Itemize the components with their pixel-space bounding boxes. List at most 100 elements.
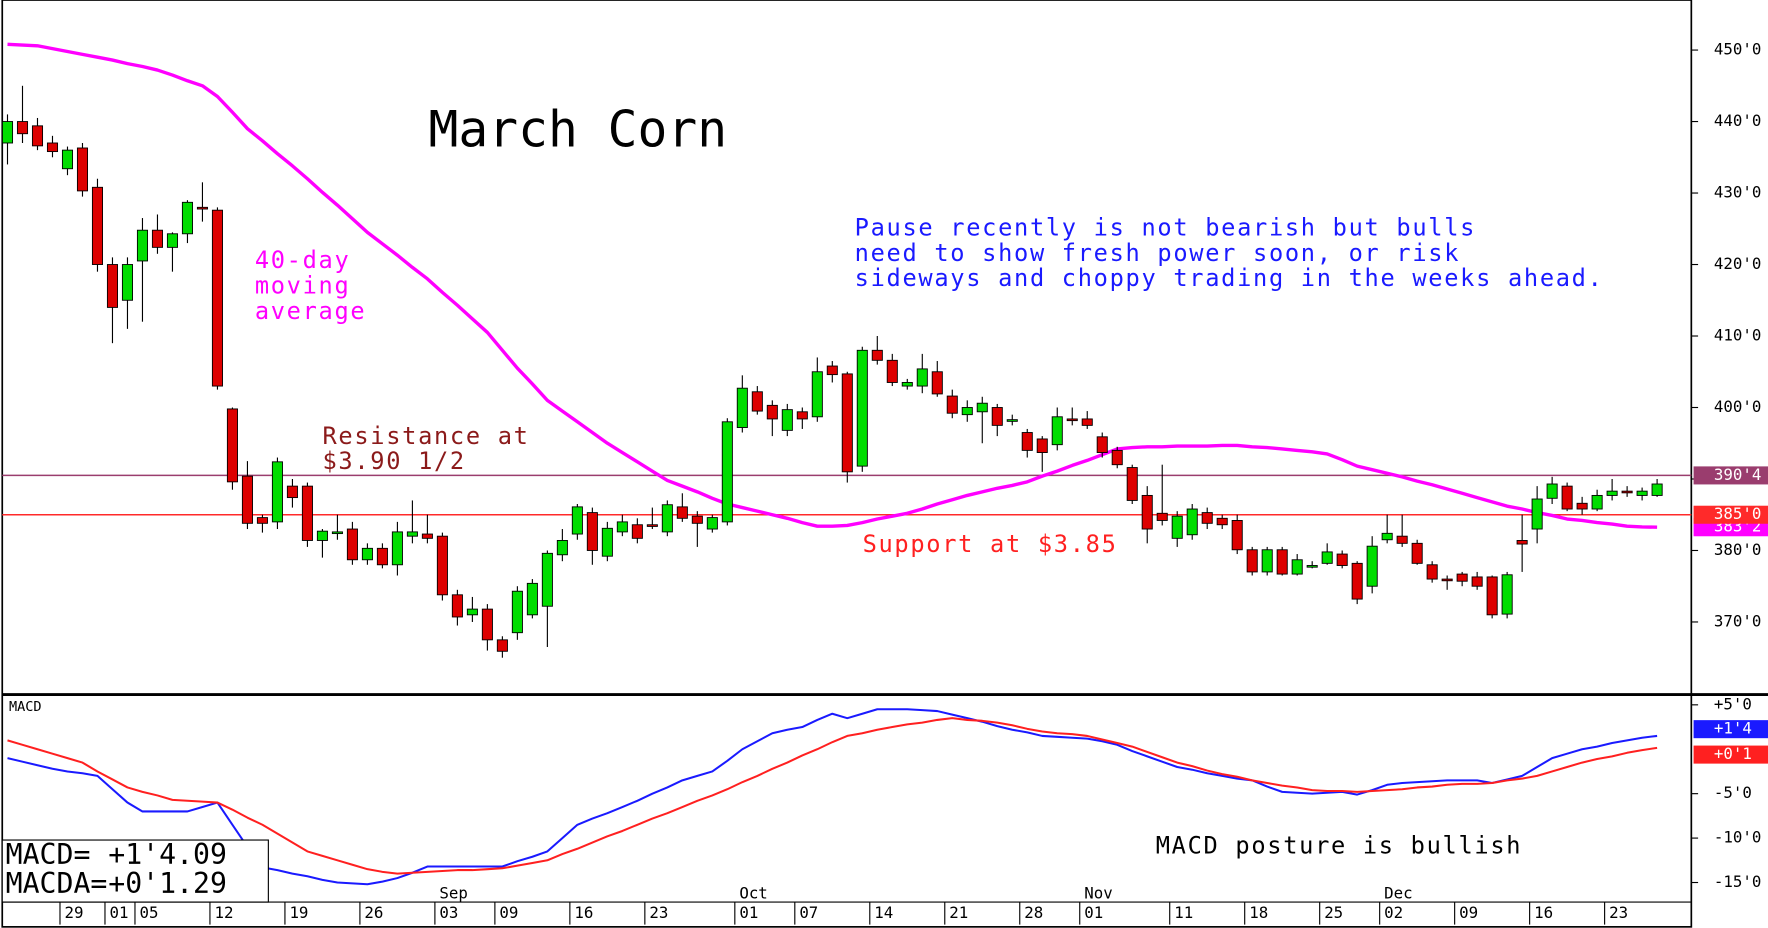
candle-body (961, 407, 973, 416)
candle-body (1021, 432, 1033, 451)
annotation: Resistance at (322, 422, 529, 450)
x-tick-label: 01 (739, 903, 758, 922)
candle-body (451, 594, 463, 618)
panel-title: MACD (9, 699, 42, 715)
candle-body (1141, 494, 1153, 530)
candle-body (1156, 512, 1168, 521)
y-tick-label: 400'0 (1714, 397, 1761, 416)
candle-body (1366, 545, 1378, 587)
candle-body (1546, 483, 1558, 499)
annotation: $3.90 1/2 (322, 447, 465, 475)
candle-body (1321, 551, 1333, 564)
candle-body (796, 411, 808, 420)
candle-body (526, 582, 538, 616)
annotation: MACD posture is bullish (1156, 831, 1522, 859)
candle-body (1081, 418, 1093, 426)
annotation: sideways and choppy trading in the weeks… (855, 264, 1604, 292)
candle-body (886, 359, 898, 383)
candle-body (121, 264, 133, 301)
x-tick-label: 01 (109, 903, 128, 922)
candle-body (166, 233, 178, 248)
candle-body (1216, 517, 1228, 526)
candle-body (1246, 549, 1258, 573)
annotation: Pause recently is not bearish but bulls (855, 213, 1476, 241)
candle-body (1096, 436, 1108, 453)
candle-body (1276, 549, 1288, 575)
label-layer: 370'0380'0390'0400'0410'0420'0430'0440'0… (1, 40, 1768, 922)
y-tick-label: 440'0 (1714, 111, 1761, 130)
candle-body (181, 201, 193, 235)
candle-body (1396, 535, 1408, 544)
readout-name: MACD= (6, 838, 91, 871)
candle-body (31, 125, 44, 147)
candle-body (496, 639, 508, 652)
candle-body (61, 149, 74, 170)
candle-body (781, 409, 793, 431)
candle-body (481, 608, 493, 641)
candle-body (766, 404, 778, 420)
candle-body (1066, 418, 1078, 422)
candle-body (1501, 574, 1513, 615)
candle-body (736, 387, 748, 428)
readout-value: +0'1.29 (108, 867, 227, 900)
candle-body (256, 517, 268, 524)
month-label: Dec (1384, 884, 1412, 903)
candle-body (1171, 515, 1183, 539)
candle-body (1486, 576, 1498, 616)
x-tick-label: 28 (1024, 903, 1043, 922)
x-tick-label: 26 (364, 903, 383, 922)
x-tick-label: 21 (949, 903, 968, 922)
candle-body (1456, 573, 1468, 582)
macd-last-label: +1'4 (1714, 719, 1752, 738)
month-label: Sep (439, 884, 467, 903)
x-tick-label: 29 (64, 903, 83, 922)
macd-last-label-box (1693, 745, 1768, 764)
candle-body (901, 382, 913, 387)
candle-body (556, 540, 568, 556)
candle-body (1441, 578, 1453, 582)
macd-last-label: +0'1 (1714, 744, 1752, 763)
macd-last-label-box (1693, 720, 1768, 739)
candle-body (616, 521, 628, 533)
candle-body (301, 485, 313, 541)
x-tick-label: 12 (214, 903, 233, 922)
candle-body (991, 407, 1003, 426)
candle-body (136, 229, 148, 262)
annotation: need to show fresh power soon, or risk (855, 239, 1460, 267)
candle-body (811, 371, 823, 418)
candle-body (241, 475, 253, 524)
candle-body (931, 371, 943, 395)
candle-body (1051, 416, 1063, 446)
moving-average (7, 42, 1658, 529)
candle-body (1, 121, 14, 144)
candle-body (1306, 565, 1318, 568)
y-tick-label: 450'0 (1714, 40, 1761, 59)
level-label: 385'0 (1714, 504, 1761, 523)
y-tick-label: -10'0 (1714, 828, 1761, 847)
candle-body (706, 517, 718, 530)
candle-body (76, 147, 89, 192)
candle-body (541, 552, 553, 607)
candle-body (1231, 520, 1243, 551)
x-tick-label: 02 (1384, 903, 1403, 922)
annotation: moving (255, 271, 351, 299)
month-label: Oct (739, 884, 767, 903)
candle-body (1426, 564, 1438, 580)
candle-body (376, 547, 388, 566)
candle-body (946, 395, 958, 414)
candle-body (1621, 490, 1633, 494)
candle-body (661, 504, 673, 533)
candle-body (1531, 498, 1543, 530)
macd-line (7, 717, 1658, 875)
readout-box (1, 839, 269, 903)
candle-body (211, 209, 223, 387)
candle-body (196, 206, 208, 210)
candle-body (226, 408, 238, 483)
candle-body (676, 506, 688, 519)
x-tick-label: 16 (574, 903, 593, 922)
candle-body (466, 608, 478, 616)
candle-body (346, 528, 358, 561)
y-tick-label: 370'0 (1714, 611, 1761, 630)
